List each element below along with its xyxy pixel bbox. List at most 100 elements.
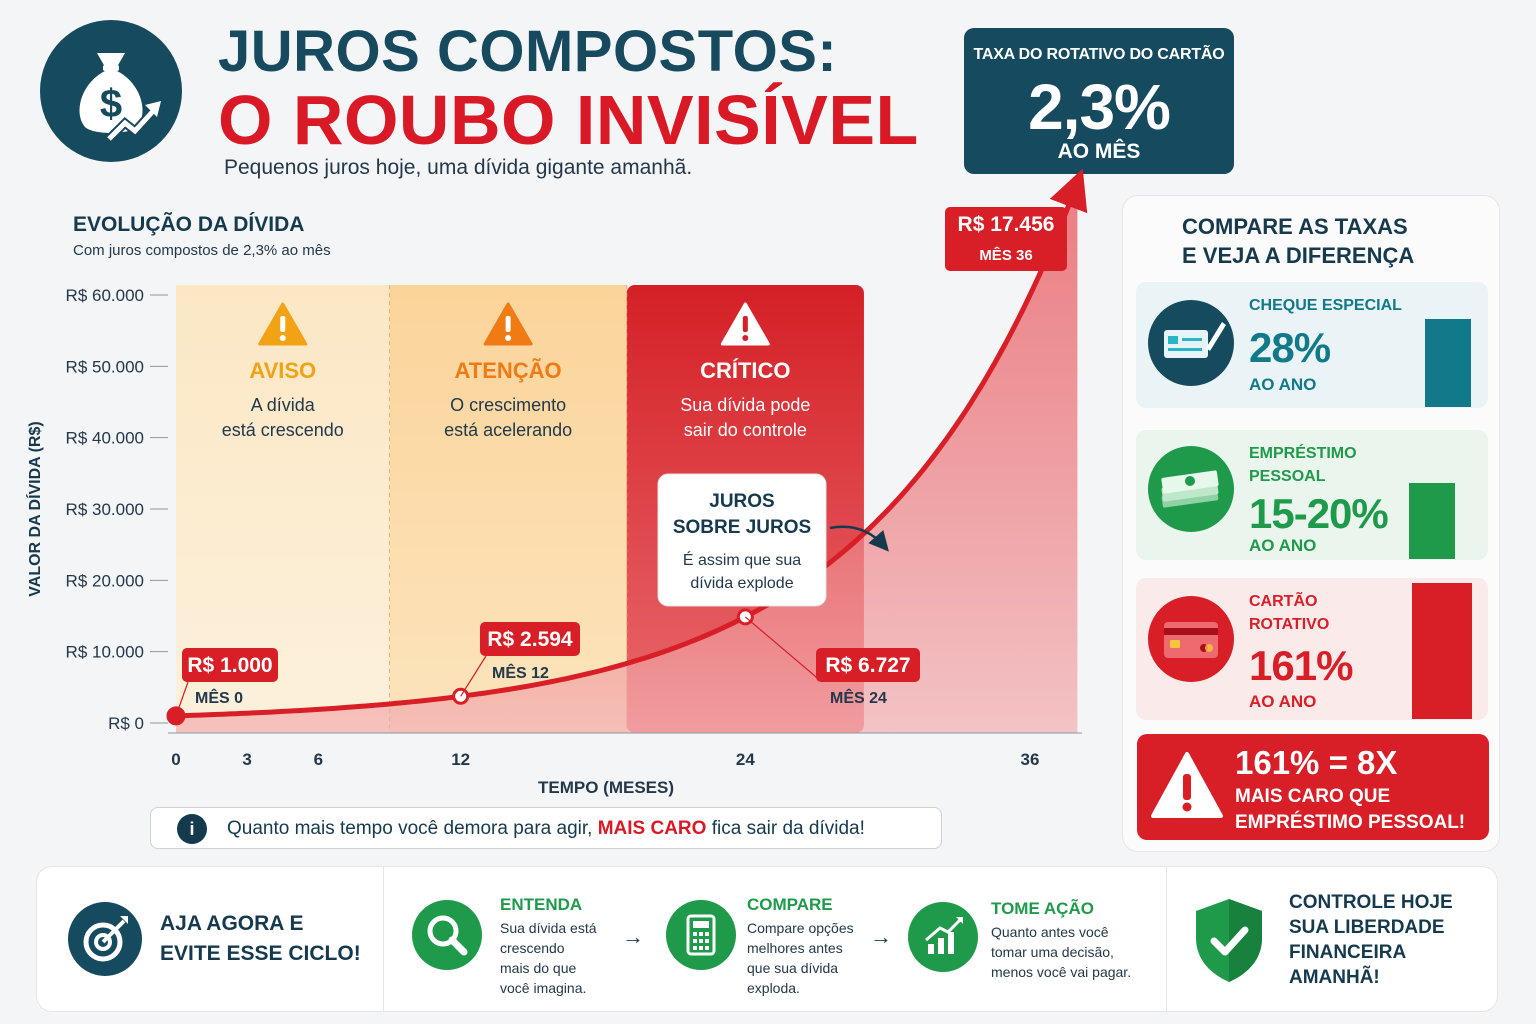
step-tome-acao-line: Quanto antes você <box>991 924 1109 940</box>
step-entenda-line: Sua dívida está <box>500 920 597 936</box>
x-tick-label: 12 <box>451 750 470 769</box>
arrow-right-icon: → <box>622 924 644 949</box>
zone-warning-icon <box>720 302 770 346</box>
debt-curve <box>175 168 1088 719</box>
month-label: MÊS 24 <box>830 688 887 707</box>
calculator-icon <box>666 900 736 970</box>
cta-line2: EVITE ESSE CICLO! <box>160 942 361 965</box>
step-entenda-line: crescendo <box>500 940 565 956</box>
svg-text:$: $ <box>100 82 122 126</box>
cta-line1: AJA AGORA E <box>160 912 304 935</box>
step-tome-acao-line: menos você vai pagar. <box>991 964 1132 980</box>
x-axis-title: TEMPO (MESES) <box>538 778 674 797</box>
y-tick-label: R$ 30.000 <box>66 500 144 519</box>
warning-card: 161% = 8X MAIS CARO QUE EMPRÉSTIMO PESSO… <box>1137 734 1489 840</box>
callout-arrow <box>829 525 889 552</box>
footer-divider <box>383 866 384 1012</box>
value-label-box <box>945 207 1067 271</box>
emprestimo-unit: AO ANO <box>1249 536 1317 555</box>
step-entenda-desc: Sua dívida está crescendo mais do que vo… <box>500 918 597 998</box>
emprestimo-rate-bar <box>1409 483 1455 559</box>
debt-area <box>176 182 1078 733</box>
compare-title-line2: E VEJA A DIFERENÇA <box>1182 243 1415 268</box>
info-bar: i Quanto mais tempo você demora para agi… <box>150 807 942 849</box>
growth-chart-icon <box>908 902 978 972</box>
zone-title: AVISO <box>249 358 316 383</box>
cartao-name: CARTÃO ROTATIVO <box>1249 590 1329 636</box>
shield-check-icon <box>1196 899 1262 982</box>
x-tick-label: 6 <box>314 750 323 769</box>
final-line: CONTROLE HOJE <box>1289 892 1453 913</box>
exclamation-bar <box>742 316 748 332</box>
month-label: MÊS 0 <box>195 688 243 707</box>
emprestimo-name: EMPRÉSTIMO PESSOAL <box>1249 442 1357 488</box>
zone-line1: O crescimento <box>450 395 566 415</box>
cartao-value: 161% <box>1249 642 1353 689</box>
value-label: R$ 2.594 <box>487 628 573 651</box>
callout-box <box>657 473 827 607</box>
step-compare-title: COMPARE <box>747 895 833 914</box>
step-compare-line: que sua dívida <box>747 960 839 976</box>
credit-card-icon <box>1148 596 1234 682</box>
cheque-unit: AO ANO <box>1249 375 1317 394</box>
step-compare-desc: Compare opções melhores antes que sua dí… <box>747 918 854 998</box>
value-label: R$ 17.456 <box>958 213 1055 236</box>
cheque-value: 28% <box>1249 324 1331 371</box>
label-leader <box>460 655 487 697</box>
y-axis-title: VALOR DA DÍVIDA (R$) <box>25 421 44 596</box>
cash-icon <box>1148 446 1234 532</box>
zone-title: CRÍTICO <box>700 358 790 383</box>
zone-2-background <box>389 285 627 733</box>
y-tick-label: R$ 0 <box>108 714 144 733</box>
compare-title-line1: COMPARE AS TAXAS <box>1182 214 1408 239</box>
exclamation-bar <box>505 316 511 332</box>
value-label-box <box>182 648 278 682</box>
compare-title: COMPARE AS TAXAS E VEJA A DIFERENÇA <box>1182 212 1414 270</box>
step-tome-acao-line: tomar uma decisão, <box>991 944 1114 960</box>
cheque-name: CHEQUE ESPECIAL <box>1249 297 1402 314</box>
x-tick-label: 0 <box>171 750 180 769</box>
step-compare-line: exploda. <box>747 980 800 996</box>
warning-icon <box>1151 752 1223 818</box>
cartao-unit: AO ANO <box>1249 692 1317 711</box>
zone-warning-icon <box>258 302 308 346</box>
exclamation-bar <box>280 316 286 332</box>
callout-title-line1: JUROS <box>709 491 774 512</box>
emprestimo-name-line2: PESSOAL <box>1249 468 1326 485</box>
emprestimo-value: 15-20% <box>1249 490 1389 537</box>
check-icon <box>1148 300 1234 386</box>
callout-title-line2: SOBRE JUROS <box>673 517 811 538</box>
month-label: MÊS 36 <box>979 246 1032 264</box>
info-text: Quanto mais tempo você demora para agir,… <box>227 818 865 840</box>
y-tick-label: R$ 40.000 <box>66 429 144 448</box>
cartao-name-line1: CARTÃO <box>1249 593 1318 610</box>
search-icon <box>412 900 482 970</box>
arrow-right-icon: → <box>870 924 892 949</box>
x-tick-label: 24 <box>736 750 755 769</box>
target-icon <box>68 902 142 976</box>
step-compare-line: Compare opções <box>747 920 854 936</box>
exclamation-dot <box>505 335 512 341</box>
emprestimo-name-line1: EMPRÉSTIMO <box>1249 445 1357 462</box>
card-cartao-rotativo: CARTÃO ROTATIVO 161% AO ANO <box>1136 578 1488 720</box>
rate-label: TAXA DO ROTATIVO DO CARTÃO <box>973 46 1225 63</box>
final-line: FINANCEIRA <box>1289 942 1407 963</box>
y-tick-label: R$ 20.000 <box>66 571 144 590</box>
value-label-box <box>480 622 580 656</box>
step-compare-line: melhores antes <box>747 940 843 956</box>
zone-title: ATENÇÃO <box>455 358 562 383</box>
cartao-rate-bar <box>1412 583 1472 719</box>
label-leader <box>175 681 189 717</box>
y-tick-label: R$ 10.000 <box>66 643 144 662</box>
label-leader <box>744 616 823 683</box>
callout-line1: É assim que sua <box>683 550 801 569</box>
warning-text: MAIS CARO QUE EMPRÉSTIMO PESSOAL! <box>1235 784 1465 836</box>
step-tome-acao-title: TOME AÇÃO <box>991 899 1094 918</box>
month-label: MÊS 12 <box>492 663 549 682</box>
value-label-box <box>816 648 920 682</box>
zone-warning-icon <box>483 302 533 346</box>
money-bag-growth-icon: $ <box>40 20 182 162</box>
exclamation-dot <box>279 335 286 341</box>
zone-line2: está acelerando <box>444 420 572 440</box>
final-message: CONTROLE HOJE SUA LIBERDADE FINANCEIRA A… <box>1289 890 1453 990</box>
